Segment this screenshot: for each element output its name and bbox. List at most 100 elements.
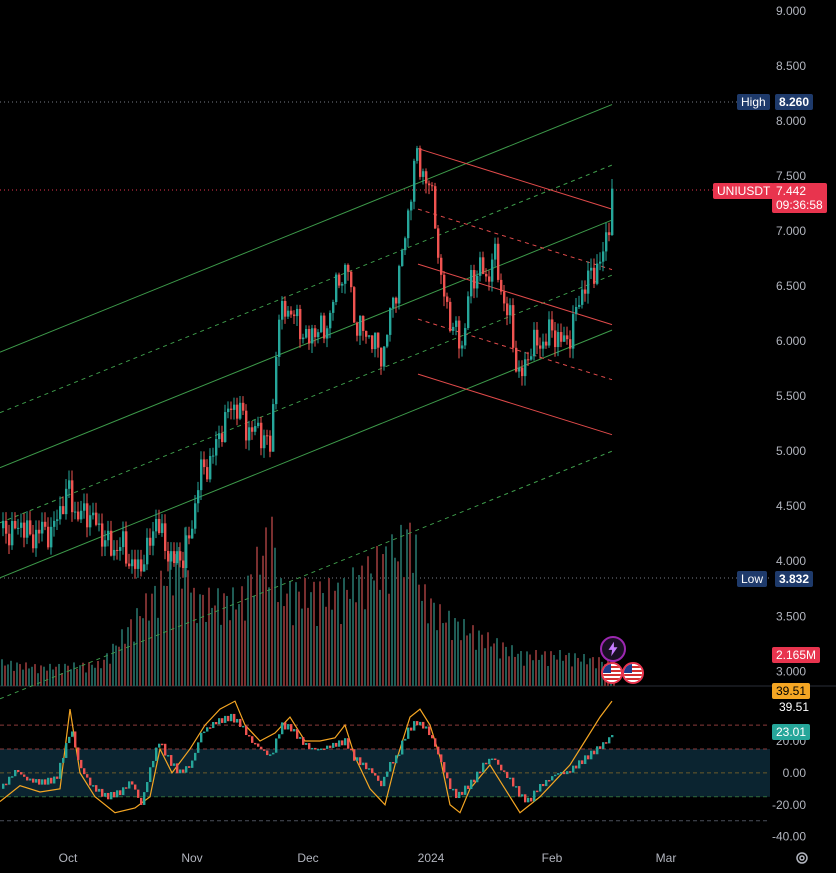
oscillator-candle xyxy=(95,785,98,792)
volume-bar xyxy=(115,645,117,686)
price-tick-label: 8.000 xyxy=(776,114,806,128)
volume-bar xyxy=(490,646,492,686)
oscillator-candle xyxy=(89,777,92,786)
candle-body xyxy=(554,330,557,348)
volume-bar xyxy=(460,640,462,686)
oscillator-candle xyxy=(332,742,335,748)
volume-bar xyxy=(316,626,318,686)
time-tick-label: 2024 xyxy=(418,851,445,865)
candle-body xyxy=(197,490,200,504)
volume-bar xyxy=(502,642,504,686)
volume-bar xyxy=(493,643,495,686)
candle-body xyxy=(323,315,326,339)
price-tick-label: 4.000 xyxy=(776,554,806,568)
candle-body xyxy=(176,551,179,564)
oscillator-candle xyxy=(449,778,452,789)
candle-body xyxy=(407,210,410,239)
candle-body xyxy=(419,148,422,177)
volume-bar xyxy=(496,638,498,686)
event-icon-flag-1[interactable] xyxy=(601,662,623,684)
volume-bar xyxy=(598,657,600,686)
price-tick-label: 3.000 xyxy=(776,664,806,678)
volume-bar xyxy=(469,633,471,686)
candle-body xyxy=(593,267,596,284)
oscillator-candle xyxy=(368,768,371,770)
candle-body xyxy=(200,459,203,491)
candle-body xyxy=(473,270,476,289)
volume-bar xyxy=(586,664,588,686)
oscillator-candle xyxy=(317,748,320,751)
oscillator-candle xyxy=(146,782,149,793)
candle-body xyxy=(380,347,383,367)
volume-bar xyxy=(577,657,579,686)
candle-body xyxy=(194,503,197,529)
oscillator-candle xyxy=(488,758,491,765)
candle-body xyxy=(128,563,131,567)
candle-body xyxy=(413,160,416,202)
volume-bar xyxy=(262,555,264,686)
candle-body xyxy=(29,520,32,535)
candle-body xyxy=(104,540,107,547)
volume-bar xyxy=(76,668,78,686)
candle-body xyxy=(80,510,83,520)
volume-bar xyxy=(118,646,120,686)
oscillator-candle xyxy=(359,757,362,766)
volume-bar xyxy=(199,594,201,686)
time-tick-label: Feb xyxy=(542,851,563,865)
symbol-tag[interactable]: UNIUSDT xyxy=(713,183,775,199)
candle-body xyxy=(359,315,362,336)
price-tick-label: 6.500 xyxy=(776,279,806,293)
oscillator-candle xyxy=(116,790,119,798)
candle-body xyxy=(245,410,248,441)
oscillator-candle xyxy=(92,785,95,787)
candle-body xyxy=(311,328,314,344)
event-icon-flag-2[interactable] xyxy=(622,662,644,684)
volume-bar xyxy=(445,622,447,686)
green-channel-line xyxy=(0,274,613,524)
candle-body xyxy=(32,534,35,549)
oscillator-candle xyxy=(227,715,230,722)
candle-body xyxy=(467,296,470,329)
volume-bar xyxy=(367,556,369,686)
candle-body xyxy=(515,347,518,372)
osc-upper-text: 39.51 xyxy=(775,699,813,715)
price-tick-label: 5.500 xyxy=(776,389,806,403)
candle-body xyxy=(77,511,80,520)
oscillator-candle xyxy=(260,746,263,750)
candle-body xyxy=(335,274,338,302)
candle-body xyxy=(491,259,494,282)
volume-bar xyxy=(196,623,198,686)
settings-gear-icon[interactable] xyxy=(794,850,810,866)
volume-bar xyxy=(88,662,90,686)
oscillator-candle xyxy=(203,731,206,734)
volume-bar xyxy=(454,618,456,686)
low-value-tag: 3.832 xyxy=(775,571,814,587)
candle-body xyxy=(140,559,143,572)
volume-bar xyxy=(28,668,30,686)
candle-body xyxy=(563,335,566,342)
oscillator-candle xyxy=(206,727,209,732)
volume-bar xyxy=(589,658,591,686)
volume-bar xyxy=(103,659,105,686)
candle-body xyxy=(569,339,572,349)
candle-body xyxy=(293,314,296,317)
oscillator-candle xyxy=(335,742,338,747)
candle-body xyxy=(590,267,593,271)
volume-bar xyxy=(406,529,408,686)
oscillator-candle xyxy=(377,775,380,781)
oscillator-candle xyxy=(518,786,521,797)
volume-bar xyxy=(472,625,474,686)
volume-bar xyxy=(319,581,321,686)
volume-bar xyxy=(373,580,375,686)
volume-bar xyxy=(124,643,126,686)
volume-bar xyxy=(457,621,459,686)
oscillator-candle xyxy=(125,787,128,789)
volume-bar xyxy=(307,607,309,686)
candle-body xyxy=(266,435,269,437)
candle-body xyxy=(527,359,530,361)
volume-bar xyxy=(214,605,216,686)
oscillator-candle xyxy=(338,740,341,747)
event-icon-lightning[interactable] xyxy=(600,636,626,662)
oscillator-candle xyxy=(383,776,386,787)
